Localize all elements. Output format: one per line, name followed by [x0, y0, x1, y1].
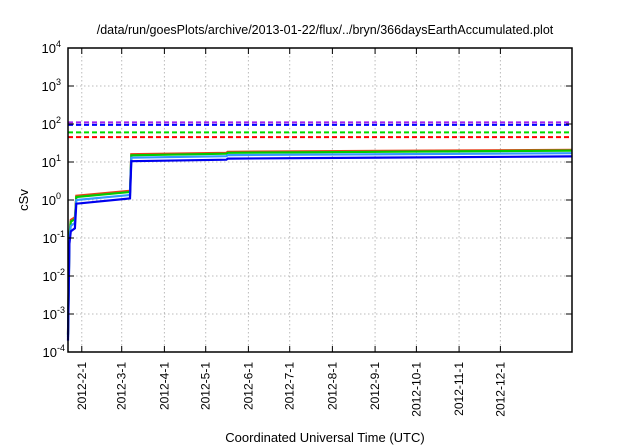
- series-line: [66, 148, 573, 334]
- x-tick-label: 2012-4-1: [157, 362, 171, 410]
- x-tick-label: 2012-10-1: [409, 362, 423, 417]
- y-tick-label: 102: [42, 115, 61, 132]
- series-lines: [66, 148, 573, 341]
- y-tick-label: 10-4: [43, 343, 65, 360]
- x-tick-label: 2012-9-1: [368, 362, 382, 410]
- x-tick-label: 2012-12-1: [493, 362, 507, 417]
- y-tick-label: 101: [42, 153, 61, 170]
- series-line: [66, 149, 573, 336]
- x-axis: 2012-2-1 2012-3-1 2012-4-1 2012-5-1 2012-6-1…: [75, 48, 507, 417]
- y-tick-label: 10-3: [43, 305, 65, 322]
- x-tick-label: 2012-5-1: [199, 362, 213, 410]
- y-axis-label: cSv: [16, 189, 31, 211]
- threshold-lines: [68, 121, 572, 139]
- y-axis: 10-4 10-3 10-2 10-1 100 101 102 103 104: [42, 39, 572, 360]
- x-tick-label: 2012-7-1: [283, 362, 297, 410]
- x-tick-label: 2012-6-1: [241, 362, 255, 410]
- series-line: [66, 155, 573, 341]
- x-axis-label: Coordinated Universal Time (UTC): [225, 430, 424, 445]
- y-tick-label: 103: [42, 77, 61, 94]
- grid: [68, 48, 572, 352]
- series-line: [66, 152, 573, 337]
- y-tick-label: 10-1: [43, 229, 65, 246]
- chart-title: /data/run/goesPlots/archive/2013-01-22/f…: [97, 23, 554, 37]
- x-tick-label: 2012-8-1: [325, 362, 339, 410]
- y-tick-label: 104: [42, 39, 61, 56]
- x-tick-label: 2012-3-1: [115, 362, 129, 410]
- x-tick-label: 2012-11-1: [452, 362, 466, 416]
- x-tick-label: 2012-2-1: [75, 362, 89, 410]
- y-tick-label: 10-2: [43, 267, 65, 284]
- y-tick-label: 100: [42, 191, 61, 208]
